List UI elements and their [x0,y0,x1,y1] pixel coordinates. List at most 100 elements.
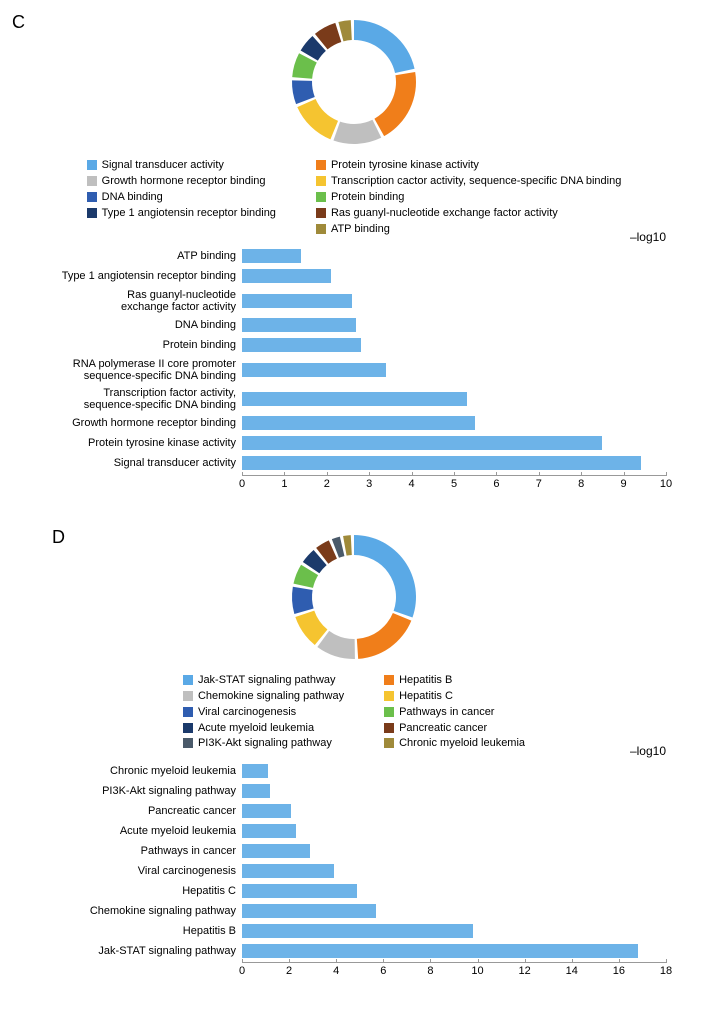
legend-item: PI3K-Akt signaling pathway [183,736,344,752]
legend-text: Protein binding [331,190,404,206]
axis-tick-label: 10 [660,478,672,490]
legend-text: Protein tyrosine kinase activity [331,158,479,174]
bar-row: Hepatitis B [12,922,666,939]
bar-fill [242,824,296,838]
bar-label: Chemokine signaling pathway [12,905,242,917]
bar-row: Chronic myeloid leukemia [12,762,666,779]
bar-track [242,784,666,798]
legend-item: Signal transducer activity [87,158,276,174]
legend-item: Transcription cactor activity, sequence-… [316,174,621,190]
legend-text: PI3K-Akt signaling pathway [198,736,332,752]
bar-row: Pancreatic cancer [12,802,666,819]
axis-tick [284,472,285,476]
axis-tick-label: 16 [613,965,625,977]
bar-track [242,924,666,938]
legend-item: Hepatitis C [384,689,525,705]
axis-tick [539,472,540,476]
axis-tick-label: 18 [660,965,672,977]
panel-c-legend: Signal transducer activityGrowth hormone… [12,158,696,238]
axis-tick [289,959,290,963]
axis-tick-label: 9 [621,478,627,490]
legend-item: Hepatitis B [384,673,525,689]
bar-row: RNA polymerase II core promoter sequence… [12,357,666,383]
panel-c: C Signal transducer activityGrowth hormo… [12,12,696,497]
axis-tick-label: 14 [566,965,578,977]
legend-text: Jak-STAT signaling pathway [198,673,336,689]
bar-fill [242,904,376,918]
donut-slice [333,120,381,144]
legend-swatch [384,723,394,733]
donut-slice [297,99,338,139]
axis-tick-label: 0 [239,965,245,977]
legend-item: Jak-STAT signaling pathway [183,673,344,689]
panel-d-legend-right: Hepatitis BHepatitis CPathways in cancer… [384,673,525,753]
legend-text: Hepatitis B [399,673,452,689]
axis-tick [624,472,625,476]
legend-swatch [316,192,326,202]
donut-slice [357,613,412,659]
bar-label: Ras guanyl-nucleotide exchange factor ac… [12,289,242,313]
bar-fill [242,456,641,470]
bar-track [242,294,666,308]
bar-label: Type 1 angiotensin receptor binding [12,270,242,282]
bar-track [242,764,666,778]
panel-d-axis-title: –log10 [630,744,666,758]
bar-fill [242,804,291,818]
bar-track [242,392,666,406]
legend-swatch [87,176,97,186]
bar-label: PI3K-Akt signaling pathway [12,785,242,797]
donut-slice [292,80,315,104]
axis-tick [369,472,370,476]
bar-track [242,864,666,878]
donut-slice [292,586,314,613]
bar-fill [242,318,356,332]
legend-text: Growth hormone receptor binding [102,174,266,190]
panel-d-bars: Chronic myeloid leukemia PI3K-Akt signali… [12,762,666,959]
axis-tick-label: 4 [333,965,339,977]
bar-row: Hepatitis C [12,882,666,899]
axis-tick-label: 0 [239,478,245,490]
bar-label: Pancreatic cancer [12,805,242,817]
legend-item: DNA binding [87,190,276,206]
axis-tick-label: 7 [536,478,542,490]
bar-label: Chronic myeloid leukemia [12,765,242,777]
bar-label: Signal transducer activity [12,457,242,469]
axis-tick [666,959,667,963]
bar-row: Growth hormone receptor binding [12,415,666,432]
bar-row: Transcription factor activity, sequence-… [12,386,666,412]
legend-swatch [384,675,394,685]
donut-slice [354,20,415,73]
legend-swatch [183,723,193,733]
bar-label: Hepatitis B [12,925,242,937]
bar-fill [242,436,602,450]
axis-tick [619,959,620,963]
legend-text: Ras guanyl-nucleotide exchange factor ac… [331,206,558,222]
axis-tick [572,959,573,963]
donut-slice [354,535,416,618]
bar-fill [242,944,638,958]
panel-c-legend-right: Protein tyrosine kinase activityTranscri… [316,158,621,238]
bar-fill [242,884,357,898]
legend-text: Acute myeloid leukemia [198,721,314,737]
bar-track [242,338,666,352]
axis-tick [525,959,526,963]
bar-label: Acute myeloid leukemia [12,825,242,837]
bar-label: Viral carcinogenesis [12,865,242,877]
bar-track [242,824,666,838]
donut-slice [343,535,352,556]
axis-tick [327,472,328,476]
panel-c-donut-wrap [12,12,696,152]
legend-item: Viral carcinogenesis [183,705,344,721]
legend-swatch [384,707,394,717]
bar-label: Growth hormone receptor binding [12,417,242,429]
axis-tick [242,472,243,476]
axis-tick-label: 8 [427,965,433,977]
legend-swatch [384,691,394,701]
axis-tick-label: 5 [451,478,457,490]
bar-fill [242,363,386,377]
axis-tick-label: 6 [493,478,499,490]
bar-label: Jak-STAT signaling pathway [12,945,242,957]
bar-track [242,416,666,430]
bar-label: Transcription factor activity, sequence-… [12,387,242,411]
panel-c-axis: 012345678910 [242,475,666,497]
